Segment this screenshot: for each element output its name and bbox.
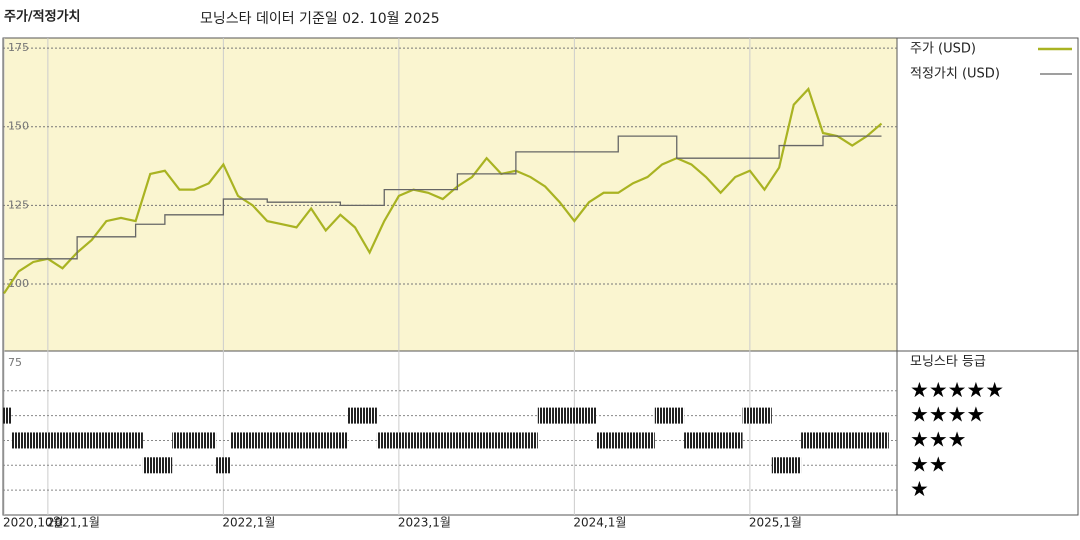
rating-bar: [376, 432, 392, 449]
legend-stars: ★★★: [910, 427, 966, 451]
rating-bar: [172, 432, 187, 449]
rating-bar: [450, 432, 465, 449]
rating-bar: [669, 407, 685, 424]
rating-bar: [727, 432, 743, 449]
rating-bar: [128, 432, 143, 449]
plot-background: [3, 38, 897, 351]
rating-bar: [757, 407, 772, 424]
frame: [2, 37, 1079, 516]
rating-bar: [523, 432, 538, 449]
rating-bar: [84, 432, 100, 449]
rating-bar: [435, 432, 451, 449]
rating-bar: [3, 407, 12, 424]
rating-bar: [55, 432, 70, 449]
rating-bar: [347, 407, 363, 424]
series-line: [3, 86, 883, 295]
rating-bar: [640, 432, 655, 449]
y-tick-label: 175: [8, 41, 29, 54]
y-tick-label: 150: [8, 120, 29, 133]
rating-bar: [216, 457, 231, 474]
rating-axis-label: 75: [8, 356, 22, 369]
rating-bar: [537, 407, 553, 424]
rating-bar: [567, 407, 582, 424]
rating-bar: [157, 457, 173, 474]
y-tick-label: 125: [8, 198, 29, 211]
rating-bar: [245, 432, 260, 449]
x-tick-label: 2021,1월: [47, 516, 100, 530]
chart-title: 주가/적정가치: [4, 9, 81, 25]
rating-bar: [625, 432, 641, 449]
rating-bar: [142, 457, 158, 474]
rating-bar: [493, 432, 509, 449]
series-line: [4, 135, 882, 260]
rating-bar: [289, 432, 304, 449]
x-tick-label: 2022,1월: [222, 516, 275, 530]
rating-bar: [25, 432, 41, 449]
rating-bar: [406, 432, 421, 449]
rating-bar: [786, 457, 802, 474]
legend-label: 적정가치 (USD): [910, 67, 1000, 82]
rating-bar: [201, 432, 217, 449]
legend-stars: ★★: [910, 452, 948, 476]
rating-bar: [318, 432, 334, 449]
rating-bar: [274, 432, 290, 449]
rating-bar: [69, 432, 85, 449]
rating-bar: [11, 432, 26, 449]
rating-bar: [713, 432, 728, 449]
rating-bar: [859, 432, 875, 449]
rating-bar: [508, 432, 524, 449]
legend-label: 주가 (USD): [910, 42, 976, 57]
rating-bar: [303, 432, 319, 449]
legend-stars: ★: [910, 477, 929, 501]
rating-bar: [391, 432, 407, 449]
rating-bar: [420, 432, 436, 449]
rating-bar: [464, 432, 480, 449]
rating-bar: [596, 432, 611, 449]
rating-bar: [610, 432, 626, 449]
rating-title: 모닝스타 등급: [910, 355, 986, 370]
rating-bar: [844, 432, 860, 449]
rating-bar: [40, 432, 56, 449]
x-tick-label: 2020,10월: [3, 516, 64, 530]
rating-bar: [99, 432, 114, 449]
rating-bar: [654, 407, 670, 424]
rating-bar: [815, 432, 831, 449]
rating-bar: [830, 432, 845, 449]
rating-bar: [874, 432, 889, 449]
legend-stars: ★★★★★: [910, 378, 1004, 402]
rating-bar: [259, 432, 275, 449]
rating-bar: [186, 432, 202, 449]
rating-bar: [479, 432, 494, 449]
rating-bar: [801, 432, 816, 449]
rating-bar: [362, 407, 377, 424]
rating-bar: [333, 432, 348, 449]
x-tick-label: 2024,1월: [573, 516, 626, 530]
rating-bar: [742, 407, 758, 424]
rating-bar: [230, 432, 246, 449]
rating-bar: [698, 432, 714, 449]
rating-bar: [113, 432, 129, 449]
x-tick-label: 2023,1월: [398, 516, 451, 530]
x-tick-label: 2025,1월: [749, 516, 802, 530]
rating-bar: [684, 432, 699, 449]
legend-stars: ★★★★: [910, 403, 985, 427]
chart-subtitle: 모닝스타 데이터 기준일 02. 10월 2025: [200, 11, 440, 27]
rating-bar: [771, 457, 787, 474]
rating-bar: [552, 407, 568, 424]
rating-bar: [581, 407, 597, 424]
